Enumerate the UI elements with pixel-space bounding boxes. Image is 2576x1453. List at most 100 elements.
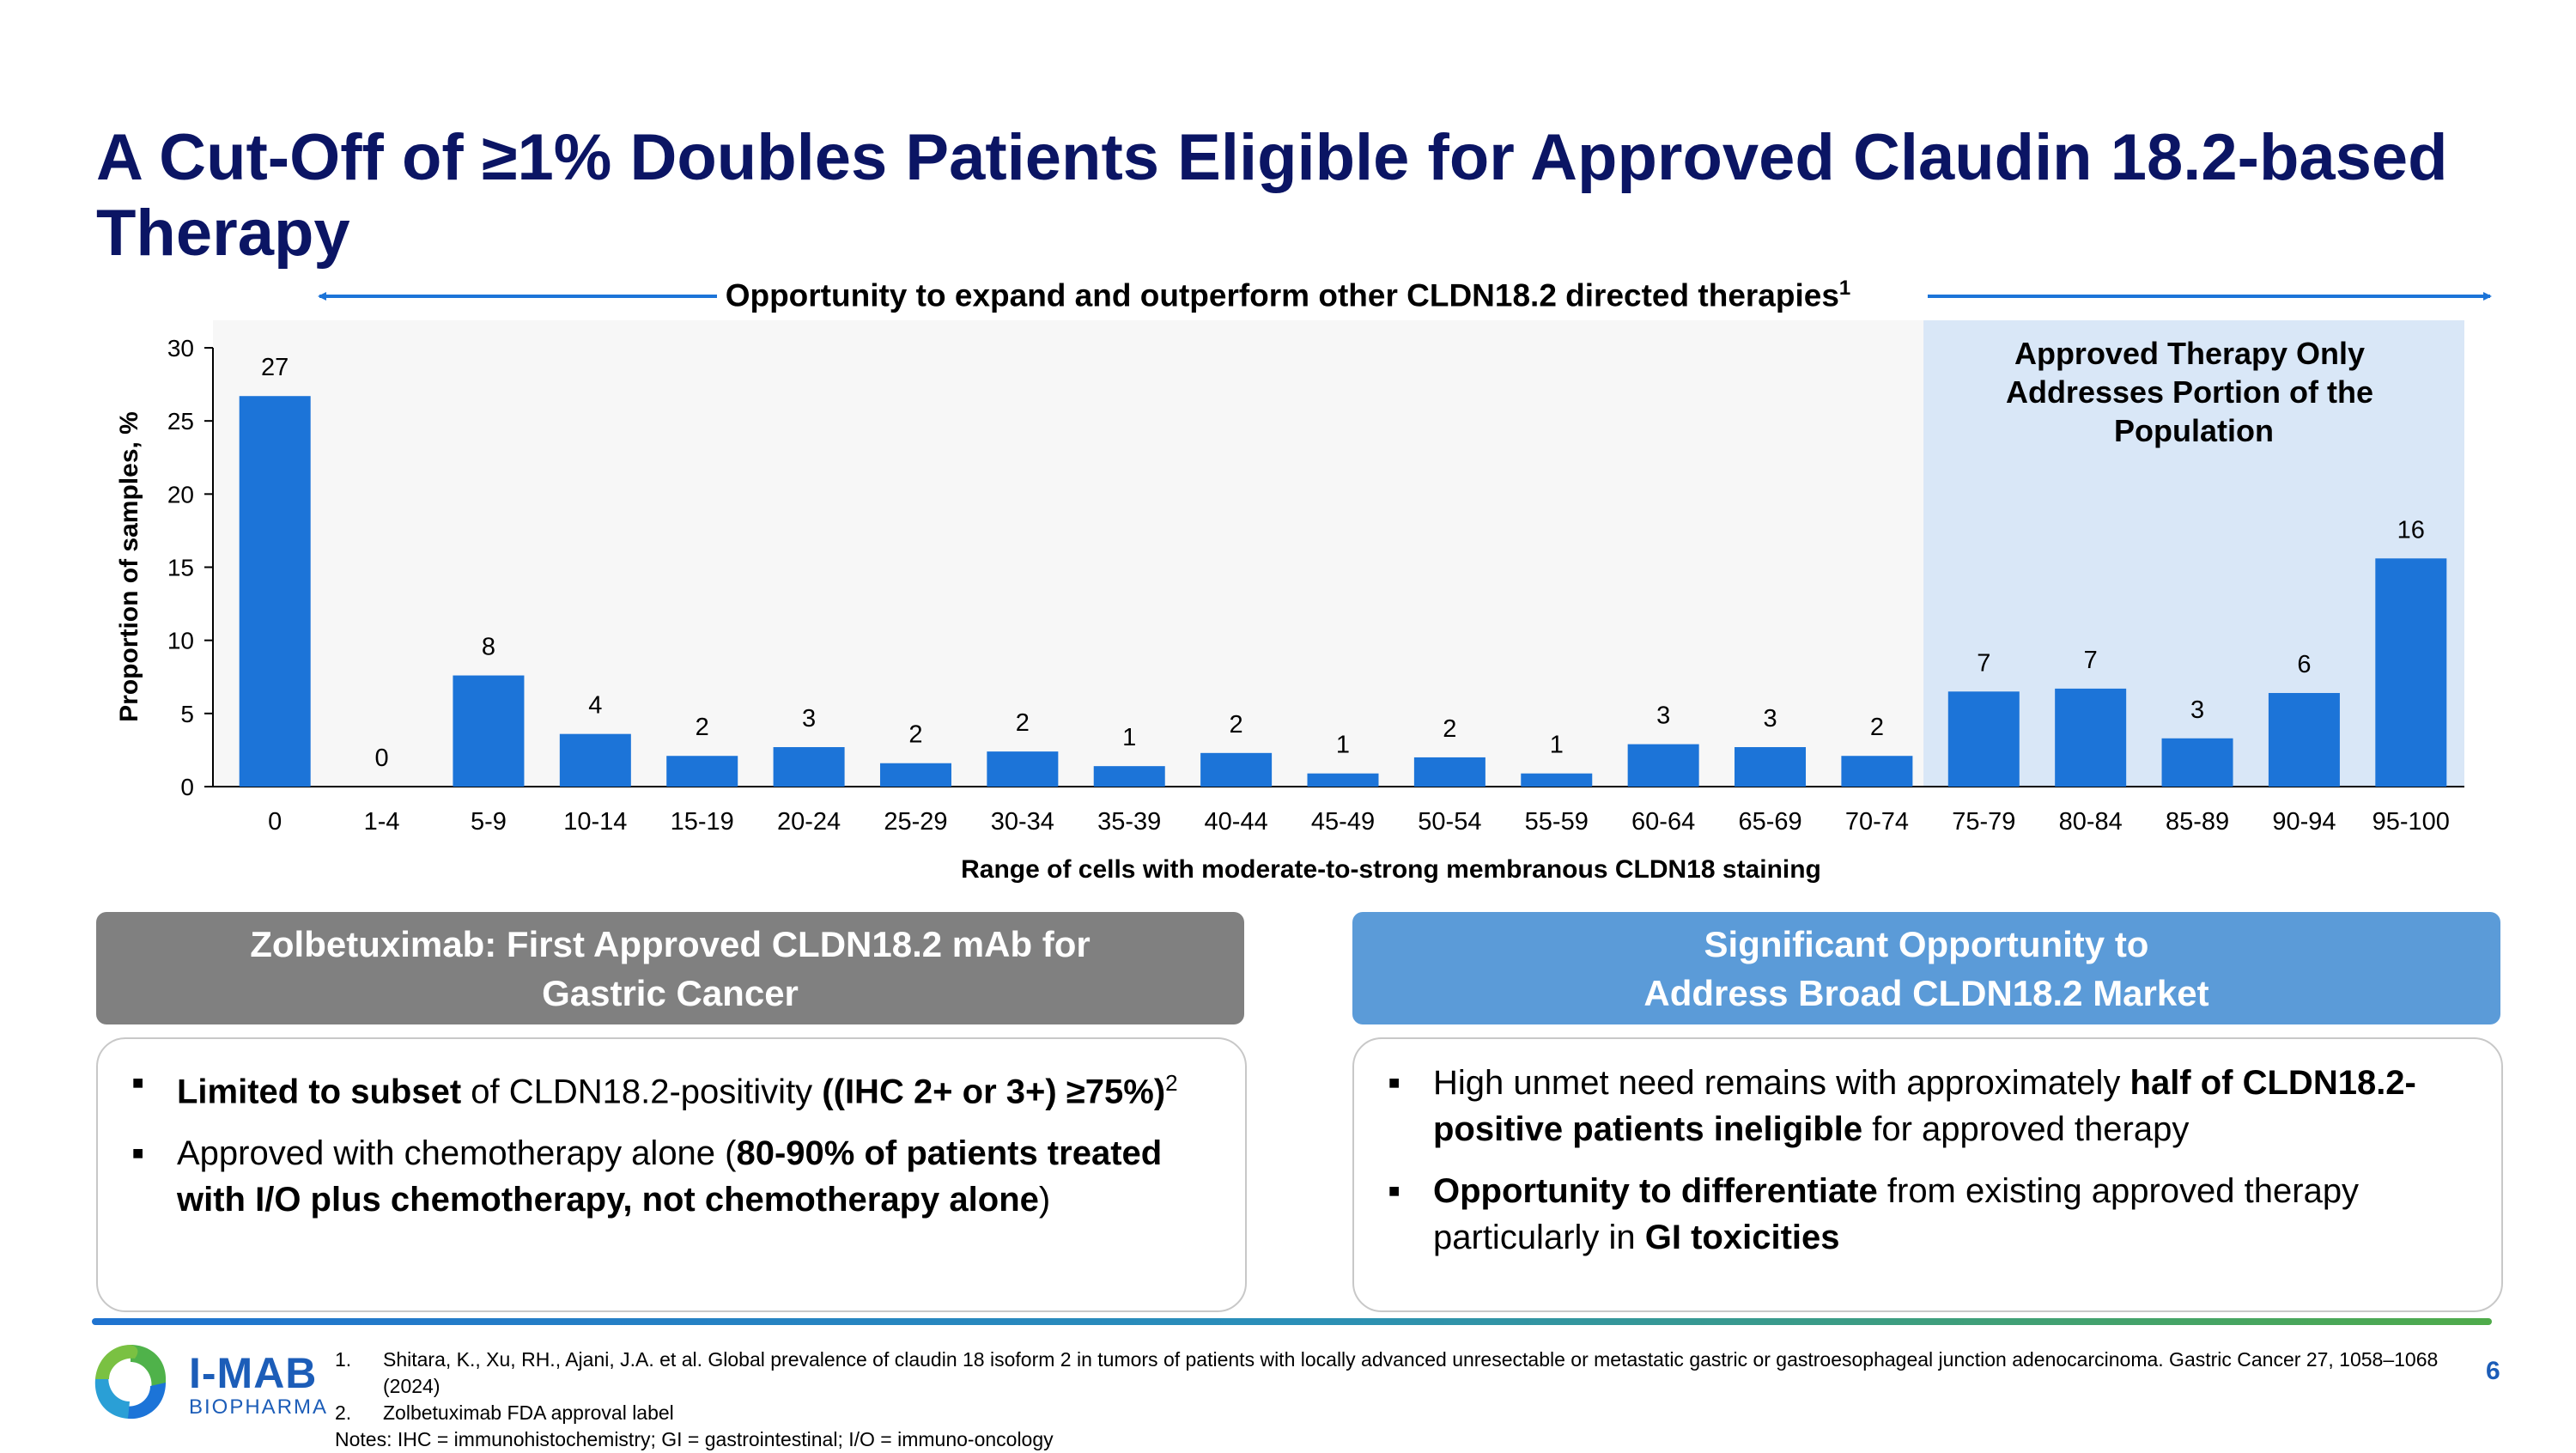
bar-80-84 <box>2055 688 2127 787</box>
data-label-30-34: 2 <box>1016 709 1030 737</box>
x-tick-label: 90-94 <box>2272 808 2336 836</box>
data-label-65-69: 3 <box>1763 705 1777 733</box>
data-label-45-49: 1 <box>1336 732 1350 759</box>
bar-35-39 <box>1093 766 1165 787</box>
page-number: 6 <box>2486 1357 2500 1385</box>
right-header-line-2: Address Broad CLDN18.2 Market <box>1643 972 2209 1013</box>
y-tick-label: 30 <box>167 335 194 362</box>
x-tick-label: 10-14 <box>563 808 627 836</box>
data-label-25-29: 2 <box>908 721 922 749</box>
highlight-text: Approved Therapy Only Addresses Portion … <box>2006 336 2382 448</box>
y-tick-label: 15 <box>167 555 194 581</box>
bar-65-69 <box>1735 747 1807 787</box>
footnote-1-number: 1. <box>335 1348 352 1371</box>
x-tick-label: 85-89 <box>2166 808 2229 836</box>
right-box-header: Significant Opportunity to Address Broad … <box>1352 912 2500 1024</box>
bar-95-100 <box>2375 558 2447 787</box>
data-label-50-54: 2 <box>1443 715 1456 743</box>
x-tick-label: 75-79 <box>1952 808 2015 836</box>
data-label-5-9: 8 <box>482 634 495 661</box>
x-tick-label: 0 <box>268 808 282 836</box>
footnotes: 1. Shitara, K., Xu, RH., Ajani, J.A. et … <box>0 1347 2473 1450</box>
x-axis-label: Range of cells with moderate-to-strong m… <box>961 855 1821 884</box>
highlight-line-3: Population <box>2114 413 2274 448</box>
x-tick-label: 5-9 <box>471 808 507 836</box>
bar-55-59 <box>1521 773 1593 787</box>
x-tick-label: 80-84 <box>2059 808 2123 836</box>
x-tick-label: 70-74 <box>1845 808 1909 836</box>
logo-name: I-MAB <box>189 1349 318 1397</box>
data-label-0: 27 <box>261 354 289 381</box>
footer-divider <box>92 1318 2492 1325</box>
opportunity-banner: Opportunity to expand and outperform oth… <box>0 277 2576 313</box>
x-tick-label: 35-39 <box>1097 808 1161 836</box>
left-header-line-2: Gastric Cancer <box>542 972 799 1013</box>
x-tick-label: 30-34 <box>991 808 1054 836</box>
left-header-line-1: Zolbetuximab: First Approved CLDN18.2 mA… <box>250 923 1091 964</box>
y-tick-label: 0 <box>180 774 194 800</box>
bar-40-44 <box>1200 752 1273 787</box>
data-label-90-94: 6 <box>2297 651 2311 678</box>
right-header-line-1: Significant Opportunity to <box>1704 923 2149 964</box>
data-label-40-44: 2 <box>1230 711 1243 739</box>
footnote-2-number: 2. <box>335 1401 352 1424</box>
bar-0 <box>239 396 311 787</box>
y-tick-label: 25 <box>167 408 194 435</box>
data-label-85-89: 3 <box>2190 696 2204 724</box>
x-tick-label: 55-59 <box>1525 808 1589 836</box>
bar-20-24 <box>773 747 845 787</box>
footnote-notes: Notes: IHC = immunohistochemistry; GI = … <box>335 1428 1054 1450</box>
x-tick-label: 60-64 <box>1631 808 1695 836</box>
bar-30-34 <box>987 751 1059 787</box>
highlight-line-2: Addresses Portion of the <box>2006 374 2373 410</box>
data-label-70-74: 2 <box>1870 714 1884 741</box>
imab-logo-icon <box>94 1345 167 1420</box>
bar-50-54 <box>1413 757 1485 787</box>
data-label-1-4: 0 <box>375 745 389 772</box>
right-box-body: High unmet need remains with approximate… <box>1352 1037 2503 1312</box>
left-box-header: Zolbetuximab: First Approved CLDN18.2 mA… <box>96 912 1244 1024</box>
x-tick-label: 15-19 <box>671 808 734 836</box>
data-label-10-14: 4 <box>588 692 602 720</box>
highlight-line-1: Approved Therapy Only <box>2014 336 2365 371</box>
data-label-15-19: 2 <box>696 714 709 741</box>
x-tick-label: 20-24 <box>777 808 841 836</box>
x-tick-label: 95-100 <box>2372 808 2450 836</box>
bar-45-49 <box>1307 773 1379 787</box>
right-bullet-1: High unmet need remains with approximate… <box>1354 1060 2458 1152</box>
y-tick-label: 20 <box>167 481 194 508</box>
data-label-75-79: 7 <box>1977 649 1990 677</box>
y-tick-label: 5 <box>180 701 194 727</box>
bar-90-94 <box>2268 692 2340 787</box>
logo-subtitle: BIOPHARMA <box>189 1395 329 1419</box>
bar-10-14 <box>559 733 631 787</box>
banner-footnote-ref: 1 <box>1838 277 1851 300</box>
data-label-80-84: 7 <box>2084 647 2098 674</box>
bar-75-79 <box>1947 691 2020 787</box>
bar-85-89 <box>2161 738 2233 787</box>
right-bullet-2: Opportunity to differentiate from existi… <box>1354 1168 2458 1261</box>
bar-15-19 <box>666 756 738 787</box>
bar-25-29 <box>879 763 951 787</box>
footnote-1-text: Shitara, K., Xu, RH., Ajani, J.A. et al.… <box>383 1348 2439 1397</box>
slide-title: A Cut-Off of ≥1% Doubles Patients Eligib… <box>96 121 2448 270</box>
x-tick-label: 1-4 <box>364 808 400 836</box>
x-tick-label: 65-69 <box>1738 808 1801 836</box>
footnote-2-text: Zolbetuximab FDA approval label <box>383 1401 674 1424</box>
x-tick-label: 45-49 <box>1311 808 1375 836</box>
bar-chart: Approved Therapy Only Addresses Portion … <box>115 292 2492 884</box>
x-tick-label: 50-54 <box>1418 808 1481 836</box>
y-axis-label: Proportion of samples, % <box>115 411 143 722</box>
left-bullet-2: Approved with chemotherapy alone (80-90%… <box>98 1130 1211 1223</box>
left-bullet-1: Limited to subset of CLDN18.2-positivity… <box>98 1060 1211 1115</box>
bar-70-74 <box>1841 756 1913 787</box>
x-tick-label: 40-44 <box>1205 808 1268 836</box>
bar-60-64 <box>1627 744 1699 787</box>
banner-text: Opportunity to expand and outperform oth… <box>725 277 1839 313</box>
data-label-60-64: 3 <box>1656 702 1670 730</box>
data-label-35-39: 1 <box>1122 724 1136 751</box>
data-label-95-100: 16 <box>2397 516 2425 544</box>
data-label-20-24: 3 <box>802 705 816 733</box>
y-tick-label: 10 <box>167 628 194 654</box>
x-tick-label: 25-29 <box>884 808 947 836</box>
